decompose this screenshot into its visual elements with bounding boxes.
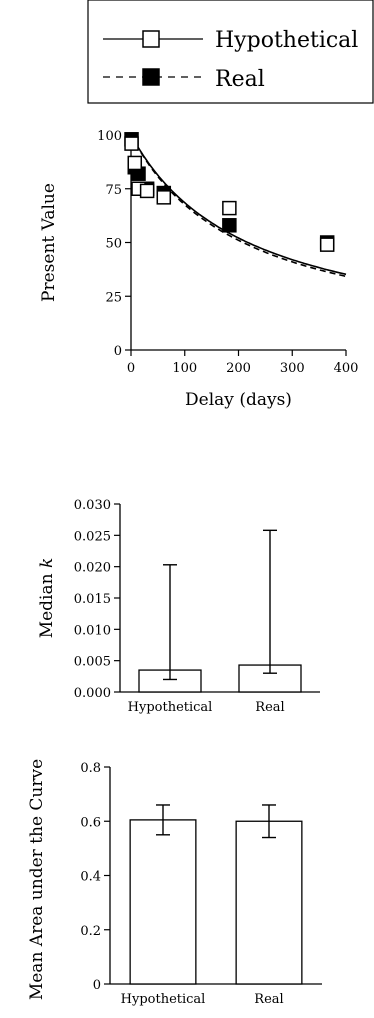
x-axis-title: Delay (days) bbox=[185, 390, 292, 410]
hypothetical-point bbox=[127, 155, 143, 171]
y-tick-label: 0.2 bbox=[80, 924, 101, 939]
hypothetical-point bbox=[319, 237, 335, 252]
legend-box bbox=[87, 0, 374, 104]
fitted-curve-solid bbox=[130, 134, 347, 276]
bar-real bbox=[235, 820, 303, 985]
y-tick-label: 0 bbox=[93, 978, 101, 993]
y-axis-title: Present Value bbox=[39, 183, 59, 302]
y-tick-label: 100 bbox=[97, 129, 122, 144]
legend-marker-filled-square bbox=[142, 68, 160, 86]
y-tick-label: 0.4 bbox=[80, 870, 101, 885]
category-label-hypothetical: Hypothetical bbox=[128, 700, 213, 715]
y-axis-title: Mean Area under the Curve bbox=[27, 759, 47, 1000]
x-tick-label: 100 bbox=[172, 361, 197, 376]
y-tick-label: 0.005 bbox=[74, 655, 111, 670]
y-tick-label: 50 bbox=[105, 237, 122, 252]
y-tick-label: 0.000 bbox=[74, 686, 111, 701]
y-axis-title: Median k bbox=[37, 558, 57, 639]
hypothetical-point bbox=[156, 190, 172, 205]
hypothetical-point bbox=[139, 183, 155, 199]
x-tick-label: 400 bbox=[334, 361, 359, 376]
legend-entry-hypothetical: Hypothetical bbox=[103, 28, 358, 53]
legend-marker-open-square bbox=[142, 30, 160, 48]
real-point bbox=[222, 218, 237, 233]
x-tick-label: 200 bbox=[226, 361, 251, 376]
y-tick-label: 0 bbox=[114, 344, 122, 359]
y-tick-label: 0.015 bbox=[74, 592, 111, 607]
y-tick-label: 0.030 bbox=[74, 498, 111, 513]
category-label-hypothetical: Hypothetical bbox=[121, 992, 206, 1007]
y-tick-label: 0.025 bbox=[74, 529, 111, 544]
x-tick-label: 300 bbox=[280, 361, 305, 376]
category-label-real: Real bbox=[254, 992, 283, 1007]
category-label-real: Real bbox=[255, 700, 284, 715]
bar-hypothetical bbox=[129, 819, 197, 985]
y-tick-label: 0.6 bbox=[80, 815, 101, 830]
y-tick-label: 0.8 bbox=[80, 761, 101, 776]
legend-entry-real: Real bbox=[103, 67, 265, 92]
y-tick-label: 25 bbox=[105, 290, 122, 305]
median-k-chart: Median k 0.000 0.005 0.010 0.015 0.020 0.025 0… bbox=[37, 498, 320, 715]
y-tick-label: 75 bbox=[105, 183, 122, 198]
legend-label-hypothetical: Hypothetical bbox=[215, 28, 358, 53]
present-value-chart: Present Value Delay (days) 0 25 50 75 100 0 10… bbox=[39, 129, 358, 410]
y-tick-label: 0.020 bbox=[74, 561, 111, 576]
auc-chart: Mean Area under the Curve 0 0.2 0.4 0.6 0.8 H… bbox=[27, 759, 322, 1007]
x-tick-label: 0 bbox=[127, 361, 135, 376]
hypothetical-point bbox=[222, 200, 237, 216]
hypothetical-point bbox=[124, 136, 139, 151]
legend-label-real: Real bbox=[215, 67, 265, 92]
y-tick-label: 0.010 bbox=[74, 623, 111, 638]
legend: Hypothetical Real bbox=[87, 0, 374, 104]
fitted-curve-dashed bbox=[130, 134, 347, 278]
